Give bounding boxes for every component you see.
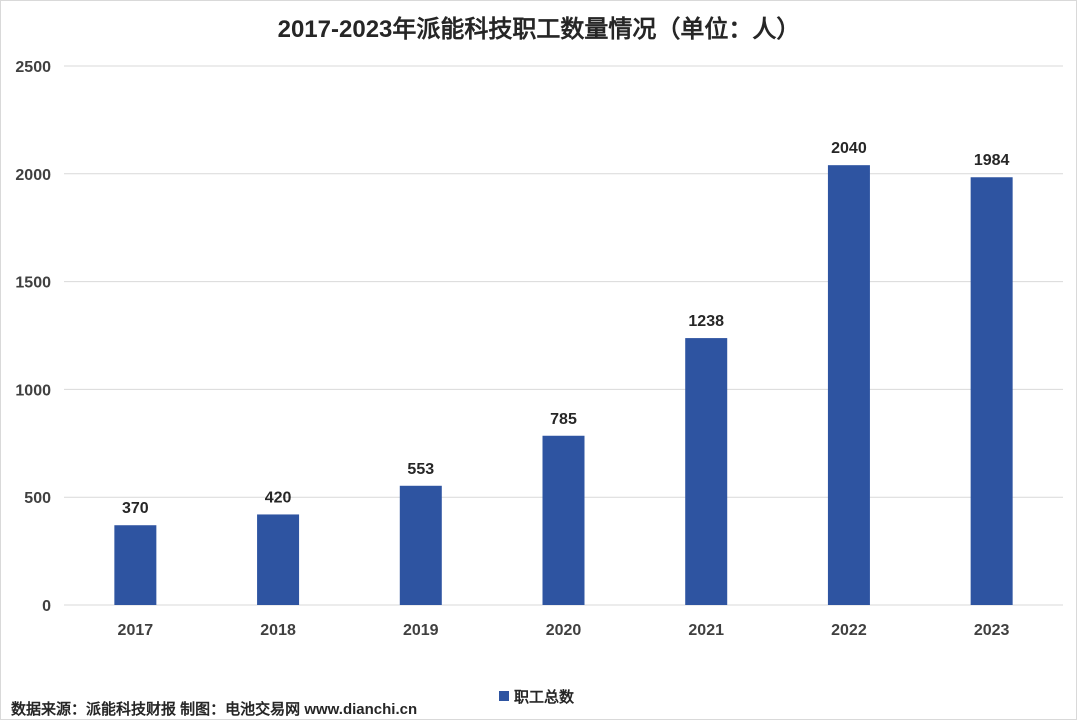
bar [827, 165, 870, 605]
chart-title: 2017-2023年派能科技职工数量情况（单位：人） [278, 15, 801, 43]
bar [399, 485, 442, 605]
y-tick-label: 1000 [15, 382, 51, 399]
bar [114, 525, 157, 605]
data-label: 553 [407, 461, 434, 478]
y-axis: 0 500 1000 1500 2000 2500 [15, 59, 51, 615]
bars [114, 165, 1013, 605]
y-tick-label: 1500 [15, 275, 51, 292]
source-note: 数据来源：派能科技财报 制图：电池交易网 www.dianchi.cn [11, 700, 417, 718]
data-label: 1984 [974, 152, 1010, 169]
x-tick-label: 2022 [831, 622, 867, 639]
data-label: 2040 [831, 140, 867, 157]
data-label: 420 [265, 489, 292, 506]
x-tick-label: 2017 [118, 622, 154, 639]
x-tick-label: 2019 [403, 622, 439, 639]
data-label: 785 [550, 411, 577, 428]
data-label: 1238 [688, 313, 724, 330]
bar [970, 177, 1013, 605]
legend: 职工总数 [499, 688, 575, 706]
legend-label: 职工总数 [514, 688, 575, 706]
y-tick-label: 500 [24, 490, 51, 507]
bar [685, 338, 728, 605]
y-tick-label: 0 [42, 598, 51, 615]
x-tick-label: 2023 [974, 622, 1010, 639]
x-axis: 2017 2018 2019 2020 2021 2022 2023 [118, 622, 1010, 639]
bar [542, 435, 585, 605]
data-labels: 370 420 553 785 1238 2040 1984 [122, 140, 1010, 517]
bar [257, 514, 300, 605]
y-tick-label: 2000 [15, 167, 51, 184]
data-label: 370 [122, 500, 149, 517]
gridlines [64, 65, 1063, 606]
x-tick-label: 2018 [260, 622, 296, 639]
legend-swatch [499, 691, 509, 701]
y-tick-label: 2500 [15, 59, 51, 76]
x-tick-label: 2021 [688, 622, 724, 639]
x-tick-label: 2020 [546, 622, 582, 639]
